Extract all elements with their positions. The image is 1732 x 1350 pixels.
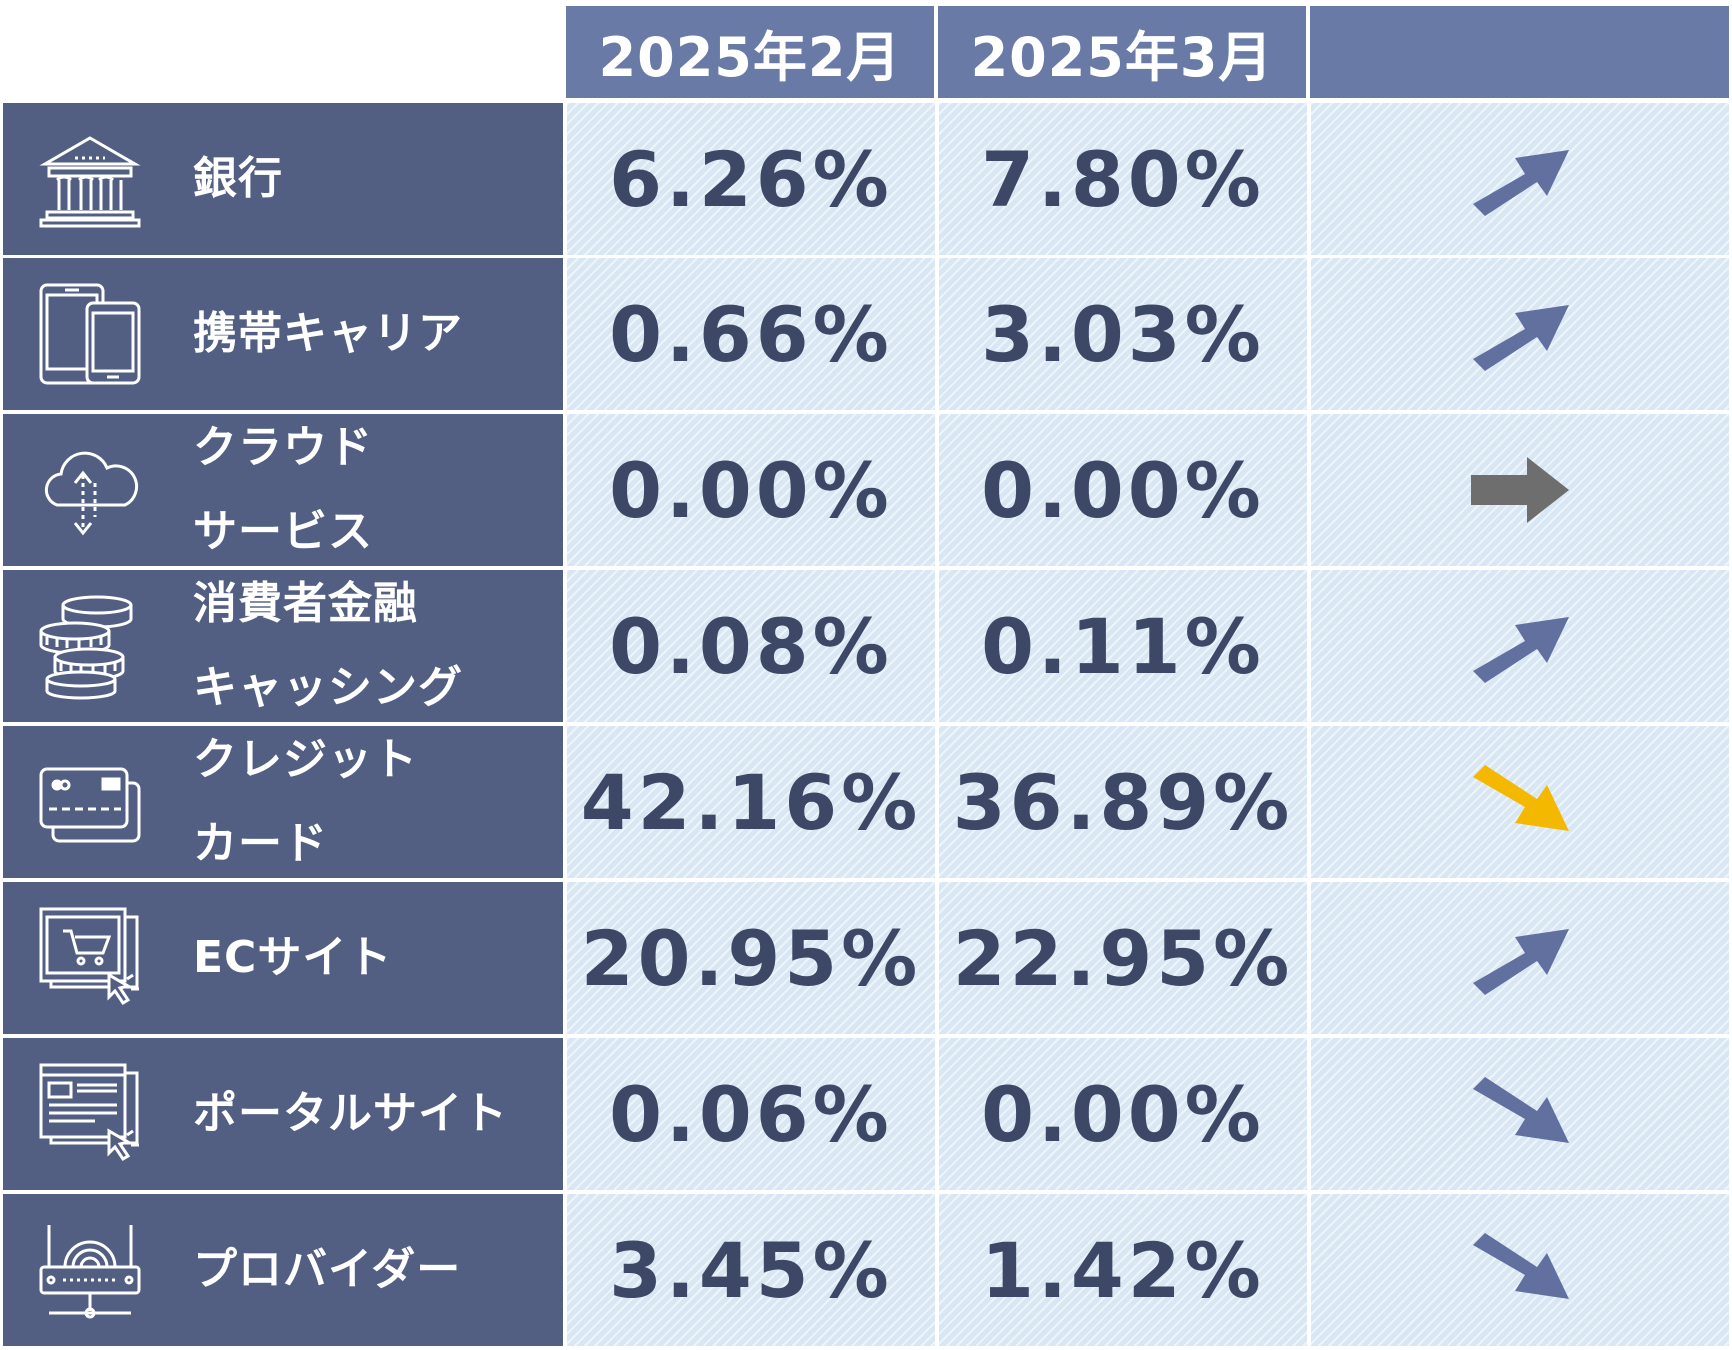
category-cell: クレジット カード [3,726,563,878]
mobile-devices-icon [35,279,145,389]
category-cell: 消費者金融 キャッシング [3,570,563,722]
category-cell: 携帯キャリア [3,258,563,410]
value-feb: 0.00% [563,414,935,566]
category-cell: クラウド サービス [3,414,563,566]
category-label: 消費者金融 キャッシング [193,578,463,713]
value-feb: 42.16% [563,726,935,878]
header-col-feb-label: 2025年2月 [598,25,902,89]
value-mar: 0.00% [935,1038,1307,1190]
bank-icon [35,124,145,234]
trend-cell [1307,1038,1729,1190]
credit-card-icon [35,747,145,857]
arrow-down-highlight-icon [1473,765,1569,831]
value-feb: 0.06% [563,1038,935,1190]
value-mar: 0.00% [935,414,1307,566]
value-mar: 36.89% [935,726,1307,878]
trend-cell [1307,882,1729,1034]
portal-site-icon [35,1059,145,1169]
category-label: プロバイダー [193,1244,462,1295]
value-mar: 1.42% [935,1194,1307,1346]
header-col-mar-label: 2025年3月 [970,25,1274,89]
value-feb: 6.26% [563,103,935,255]
arrow-up-icon [1473,150,1569,216]
cloud-icon [35,435,145,545]
trend-cell [1307,570,1729,722]
table-row-ec-site: ECサイト 20.95% 22.95% [3,882,1729,1034]
category-cell: ポータルサイト [3,1038,563,1190]
table-row-mobile-carrier: 携帯キャリア 0.66% 3.03% [3,258,1729,410]
header-col-trend [1310,6,1729,98]
category-label: ECサイト [193,932,393,983]
trend-cell [1307,103,1729,255]
table-row-portal-site: ポータルサイト 0.06% 0.00% [3,1038,1729,1190]
category-label: クラウド サービス [193,422,373,557]
shopping-cart-icon [35,903,145,1013]
category-label: ポータルサイト [193,1088,508,1139]
trend-cell [1307,726,1729,878]
value-feb: 0.66% [563,258,935,410]
category-cell: プロバイダー [3,1194,563,1346]
arrow-up-icon [1473,305,1569,371]
category-label: 携帯キャリア [193,308,463,359]
arrow-up-icon [1473,929,1569,995]
value-mar: 7.80% [935,103,1307,255]
category-label: 銀行 [193,153,283,204]
arrow-down-icon [1473,1233,1569,1299]
category-cell: ECサイト [3,882,563,1034]
header-col-feb: 2025年2月 [566,6,934,98]
router-icon [35,1215,145,1325]
value-mar: 3.03% [935,258,1307,410]
arrow-right-icon [1471,457,1569,523]
value-feb: 0.08% [563,570,935,722]
category-cell: 銀行 [3,103,563,255]
arrow-up-icon [1473,617,1569,683]
table-row-bank: 銀行 6.26% 7.80% [3,103,1729,255]
category-label: クレジット カード [193,734,418,869]
arrow-down-icon [1473,1077,1569,1143]
value-feb: 3.45% [563,1194,935,1346]
table-row-cloud-service: クラウド サービス 0.00% 0.00% [3,414,1729,566]
table-row-consumer-finance: 消費者金融 キャッシング 0.08% 0.11% [3,570,1729,722]
trend-cell [1307,414,1729,566]
table-row-provider: プロバイダー 3.45% 1.42% [3,1194,1729,1346]
table-row-credit-card: クレジット カード 42.16% 36.89% [3,726,1729,878]
trend-cell [1307,1194,1729,1346]
header-col-mar: 2025年3月 [938,6,1306,98]
coins-icon [35,591,145,701]
value-mar: 22.95% [935,882,1307,1034]
value-feb: 20.95% [563,882,935,1034]
value-mar: 0.11% [935,570,1307,722]
trend-cell [1307,258,1729,410]
